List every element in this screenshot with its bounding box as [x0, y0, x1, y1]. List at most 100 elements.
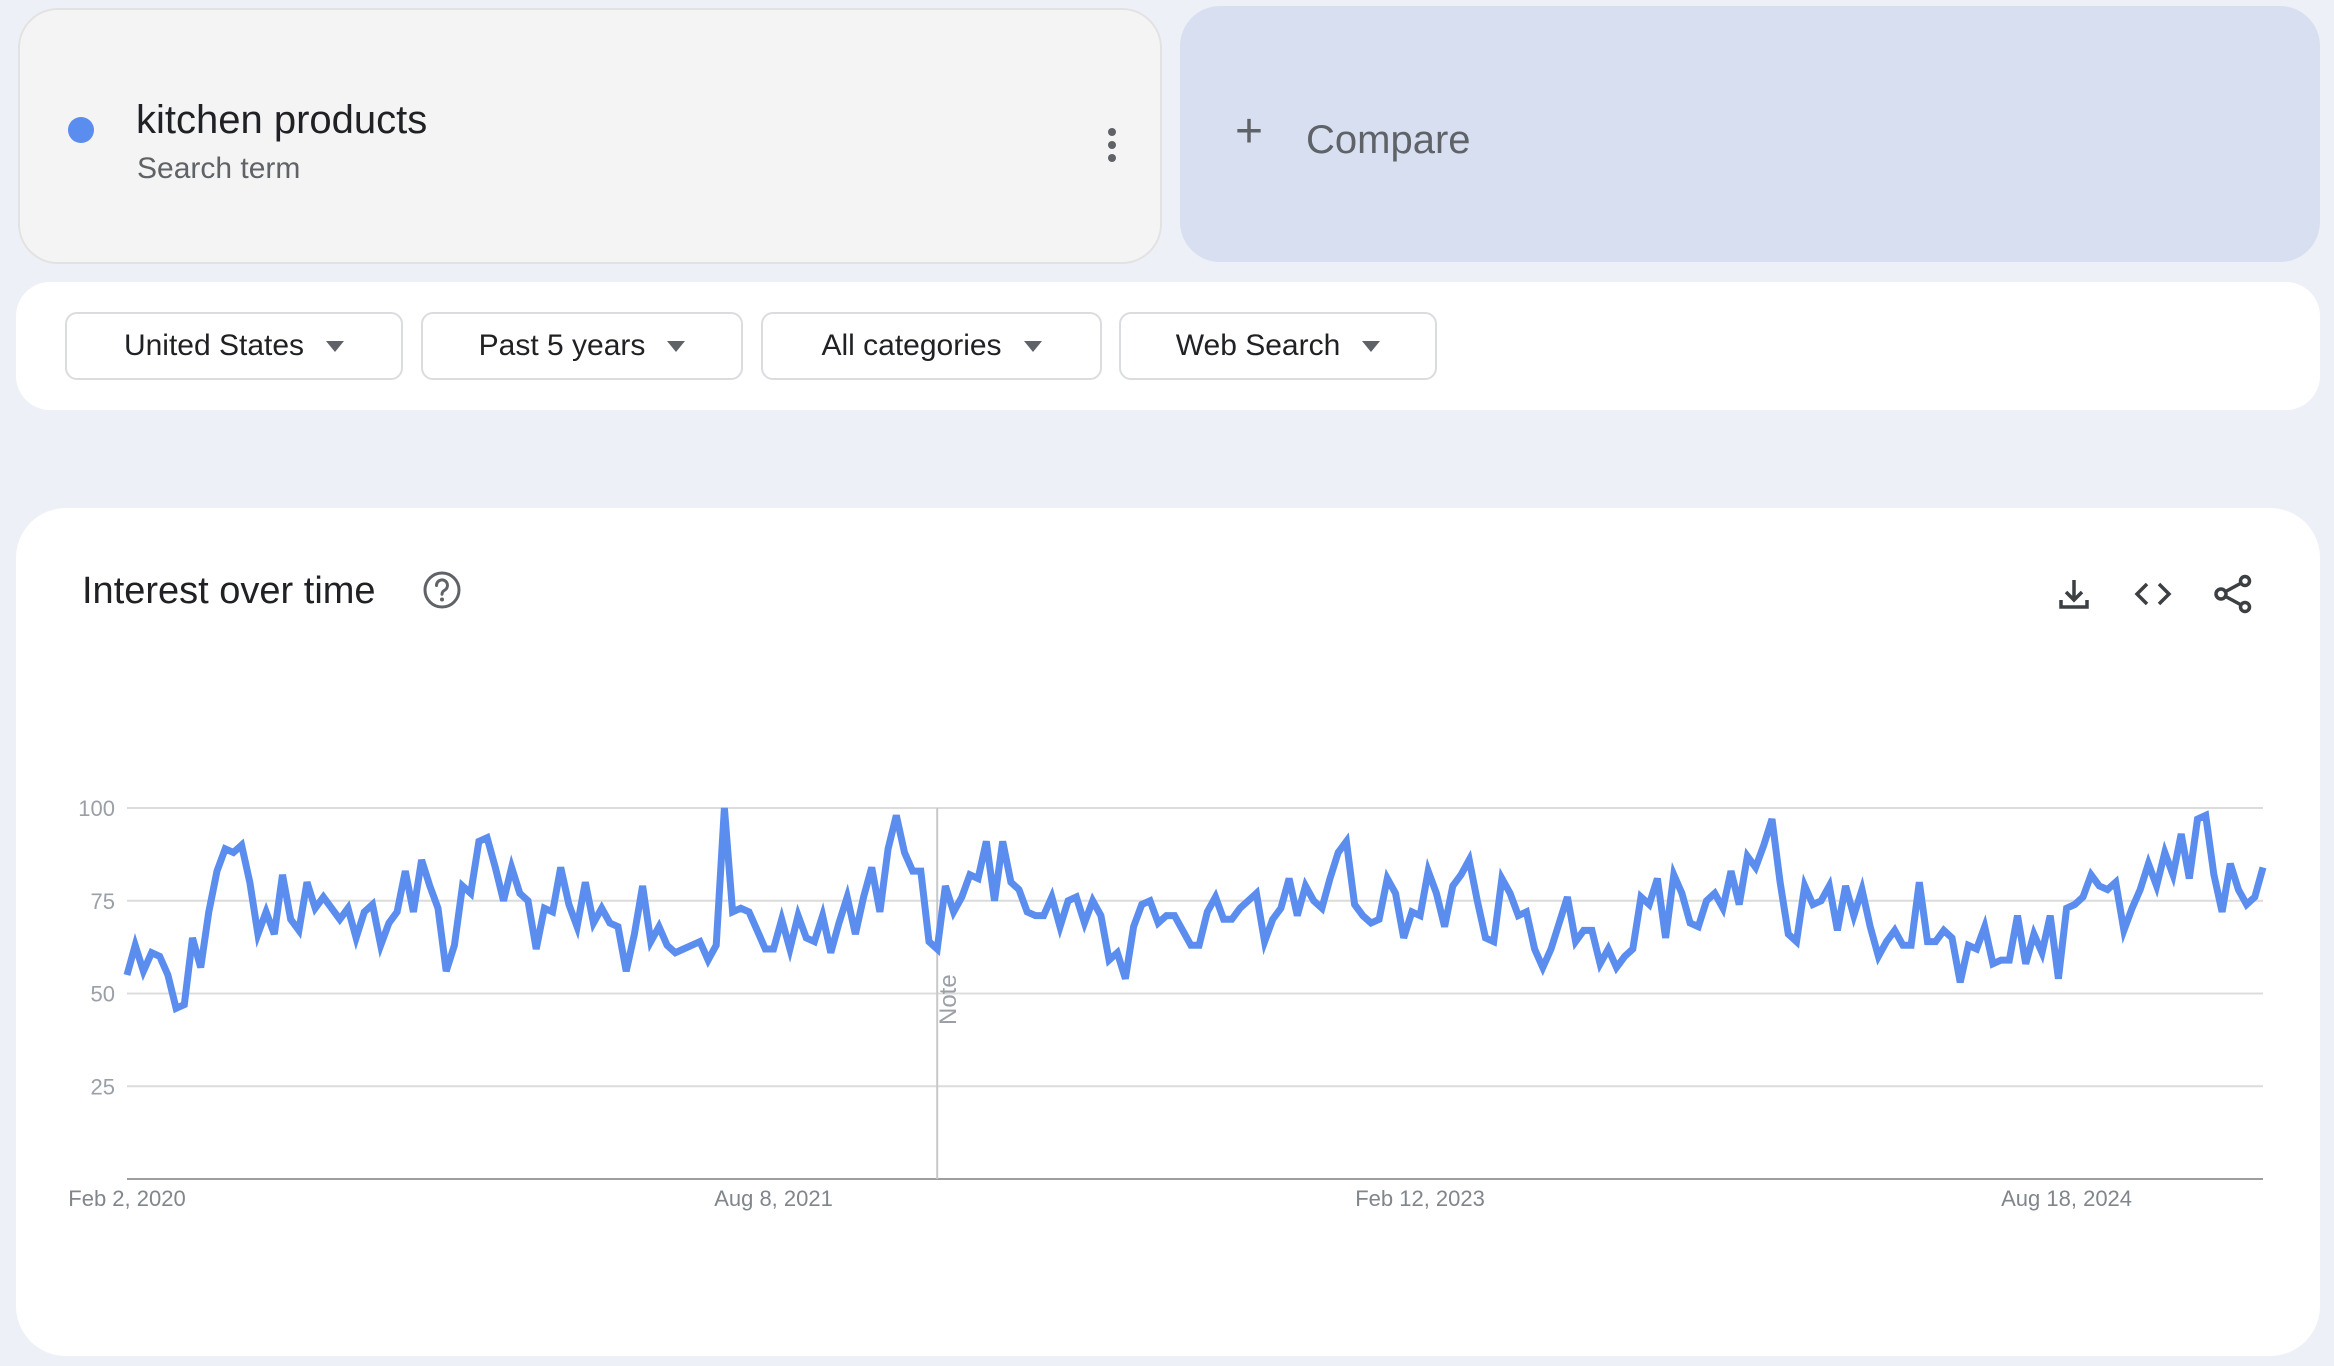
data-point — [1761, 842, 1767, 848]
data-point — [2162, 850, 2168, 856]
y-tick-label: 100 — [78, 796, 115, 821]
category-dropdown[interactable]: All categories — [761, 312, 1102, 380]
data-point — [1924, 939, 1930, 945]
data-point — [140, 968, 146, 974]
data-point — [443, 968, 449, 974]
data-point — [566, 901, 572, 907]
data-point — [738, 905, 744, 911]
chart-title: Interest over time — [82, 570, 376, 612]
compare-button[interactable]: + Compare — [1180, 6, 2320, 262]
data-point — [893, 812, 899, 818]
data-point — [1908, 942, 1914, 948]
data-point — [1294, 913, 1300, 919]
data-point — [1957, 979, 1963, 985]
data-point — [1376, 916, 1382, 922]
data-point — [550, 909, 556, 915]
data-point — [934, 946, 940, 952]
data-point — [631, 931, 637, 937]
data-point — [705, 957, 711, 963]
data-point — [713, 942, 719, 948]
data-point — [2203, 812, 2209, 818]
x-tick-label: Aug 8, 2021 — [714, 1186, 833, 1211]
data-point — [1703, 898, 1709, 904]
data-point — [582, 879, 588, 885]
x-tick-label: Feb 2, 2020 — [68, 1186, 185, 1211]
data-point — [1548, 946, 1554, 952]
data-point — [640, 883, 646, 889]
data-point — [1867, 924, 1873, 930]
data-point — [623, 968, 629, 974]
data-point — [2211, 872, 2217, 878]
data-point — [795, 913, 801, 919]
data-point — [312, 905, 318, 911]
data-point — [1270, 916, 1276, 922]
data-point — [2113, 879, 2119, 885]
data-point — [1777, 879, 1783, 885]
data-point — [1794, 939, 1800, 945]
data-point — [1785, 931, 1791, 937]
data-point — [1769, 816, 1775, 822]
region-dropdown[interactable]: United States — [65, 312, 403, 380]
data-point — [1990, 961, 1996, 967]
data-point — [1728, 868, 1734, 874]
help-icon[interactable] — [422, 570, 462, 610]
data-point — [1965, 942, 1971, 948]
data-point — [1826, 883, 1832, 889]
data-point — [1974, 946, 1980, 952]
time-range-dropdown[interactable]: Past 5 years — [421, 312, 743, 380]
y-tick-label: 25 — [91, 1074, 115, 1099]
share-icon[interactable] — [2211, 572, 2255, 616]
data-point — [410, 909, 416, 915]
data-point — [435, 905, 441, 911]
data-point — [1491, 939, 1497, 945]
data-point — [1163, 913, 1169, 919]
data-point — [165, 972, 171, 978]
data-point — [2121, 927, 2127, 933]
data-point — [394, 909, 400, 915]
data-point — [1483, 935, 1489, 941]
more-options-icon[interactable] — [1102, 128, 1122, 168]
data-point — [762, 946, 768, 952]
data-point — [1474, 898, 1480, 904]
data-point — [771, 946, 777, 952]
data-point — [1106, 957, 1112, 963]
data-point — [1638, 894, 1644, 900]
data-point — [1122, 976, 1128, 982]
data-point — [942, 883, 948, 889]
data-point — [590, 920, 596, 926]
embed-code-icon[interactable] — [2131, 572, 2175, 616]
data-point — [2080, 894, 2086, 900]
data-point — [975, 875, 981, 881]
data-point — [484, 835, 490, 841]
data-point — [983, 838, 989, 844]
data-point — [2195, 816, 2201, 822]
download-icon[interactable] — [2052, 572, 2096, 616]
search-term-card[interactable]: kitchen products Search term — [18, 8, 1162, 264]
data-point — [2039, 950, 2045, 956]
data-point — [1605, 946, 1611, 952]
data-point — [492, 864, 498, 870]
data-point — [885, 846, 891, 852]
filter-panel: United States Past 5 years All categorie… — [16, 282, 2320, 410]
data-point — [222, 846, 228, 852]
data-point — [239, 842, 245, 848]
data-point — [2252, 894, 2258, 900]
data-point — [1253, 890, 1259, 896]
data-point — [901, 850, 907, 856]
search-type-dropdown[interactable]: Web Search — [1119, 312, 1437, 380]
data-point — [607, 920, 613, 926]
data-point — [255, 931, 261, 937]
data-point — [1851, 913, 1857, 919]
data-point — [1834, 927, 1840, 933]
data-point — [2096, 883, 2102, 889]
data-point — [1753, 864, 1759, 870]
data-point — [656, 924, 662, 930]
data-point — [1245, 898, 1251, 904]
data-point — [672, 950, 678, 956]
time-range-label: Past 5 years — [478, 329, 646, 362]
data-point — [746, 909, 752, 915]
data-point — [198, 965, 204, 971]
category-label: All categories — [821, 329, 1002, 362]
data-point — [1131, 924, 1137, 930]
